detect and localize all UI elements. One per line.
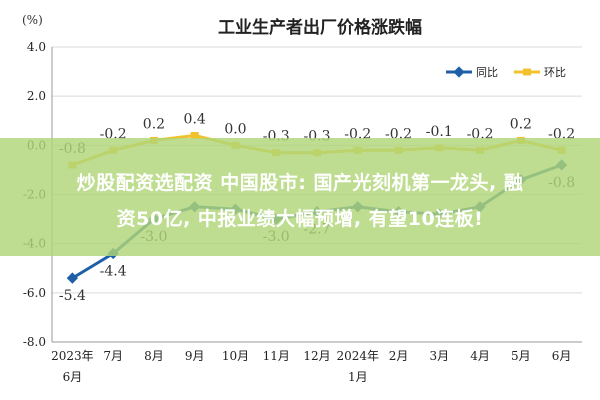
x-tick-label: 2月 — [389, 349, 409, 363]
x-tick-label: 3月 — [429, 349, 449, 363]
x-tick-label: 5月 — [511, 349, 531, 363]
data-label: -4.4 — [100, 264, 127, 280]
data-label: -0.1 — [426, 124, 453, 140]
legend-label: 同比 — [476, 66, 498, 79]
data-label: 0.4 — [184, 112, 206, 128]
x-tick-label-line2: 1月 — [348, 370, 368, 384]
data-label: 0.2 — [510, 116, 532, 132]
y-tick-label: 2.0 — [27, 89, 46, 103]
y-tick-label: -8.0 — [23, 335, 46, 349]
x-tick-label: 2024年 — [336, 349, 379, 363]
legend-label: 环比 — [544, 66, 566, 79]
x-tick-label-line2: 6月 — [63, 370, 83, 384]
x-tick-label: 4月 — [470, 349, 490, 363]
series-1-point — [190, 132, 199, 139]
overlay-banner[interactable] — [0, 138, 600, 256]
legend-swatch-marker — [453, 66, 465, 78]
x-tick-label: 8月 — [144, 349, 164, 363]
x-tick-label: 10月 — [222, 349, 249, 363]
banner-text-line-1[interactable]: 炒股配资选配资 中国股市: 国产光刻机第一龙头, 融 — [76, 172, 524, 194]
banner-text-line-2[interactable]: 资50亿, 中报业绩大幅预增, 有望10连板! — [116, 208, 484, 230]
y-tick-label: -6.0 — [23, 286, 46, 300]
data-label: 0.2 — [143, 116, 165, 132]
y-axis-unit: (%) — [22, 13, 43, 27]
chart-title: 工业生产者出厂价格涨跌幅 — [218, 17, 422, 38]
legend-swatch-marker — [523, 68, 531, 76]
x-tick-label: 6月 — [552, 349, 572, 363]
data-label: 0.0 — [224, 121, 246, 137]
data-label: -5.4 — [59, 288, 86, 304]
x-tick-label: 9月 — [185, 349, 205, 363]
x-tick-label: 7月 — [103, 349, 123, 363]
y-tick-label: 4.0 — [27, 40, 46, 54]
x-tick-label: 2023年 — [51, 349, 94, 363]
x-tick-label: 11月 — [263, 349, 290, 363]
x-tick-label: 12月 — [303, 349, 330, 363]
